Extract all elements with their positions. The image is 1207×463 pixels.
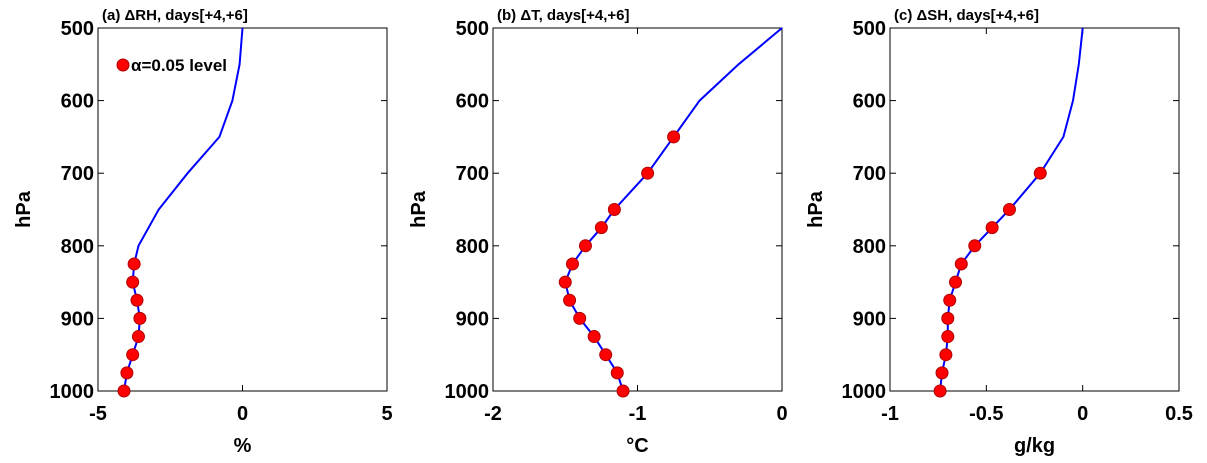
panel-title: (a) ΔRH, days[+4,+6] — [102, 7, 248, 24]
y-tick-label: 600 — [456, 91, 489, 113]
panel-title: (c) ΔSH, days[+4,+6] — [894, 7, 1039, 24]
y-tick-label: 600 — [853, 91, 886, 113]
significance-marker — [933, 384, 947, 398]
significance-marker — [954, 257, 968, 271]
significance-marker — [985, 221, 999, 235]
x-tick-label: -1 — [881, 403, 899, 425]
significance-marker — [127, 257, 141, 271]
y-tick-label: 1000 — [50, 381, 95, 403]
x-axis-label: °C — [626, 435, 648, 457]
y-tick-label: 500 — [61, 18, 94, 40]
x-axis-label: g/kg — [1014, 435, 1055, 457]
x-tick-label: -0.5 — [969, 403, 1003, 425]
y-axis-label: hPa — [408, 190, 430, 228]
y-tick-label: 1000 — [445, 381, 490, 403]
y-tick-label: 900 — [61, 308, 94, 330]
significance-marker — [943, 293, 957, 307]
significance-marker — [578, 239, 592, 253]
y-tick-label: 800 — [61, 236, 94, 258]
significance-marker — [641, 166, 655, 180]
significance-marker — [939, 348, 953, 362]
y-axis-label: hPa — [805, 190, 827, 228]
series-line — [564, 27, 783, 392]
significance-marker — [587, 330, 601, 344]
y-tick-label: 600 — [61, 91, 94, 113]
significance-marker — [941, 330, 955, 344]
significance-marker — [126, 275, 140, 289]
series-line — [939, 27, 1084, 392]
significance-marker — [599, 348, 613, 362]
legend-label: α=0.05 level — [131, 56, 227, 75]
y-tick-label: 800 — [456, 236, 489, 258]
significance-marker — [594, 221, 608, 235]
significance-marker — [117, 384, 131, 398]
significance-marker — [968, 239, 982, 253]
x-tick-label: 0 — [237, 403, 248, 425]
x-tick-label: -5 — [89, 403, 107, 425]
panel-title: (b) ΔT, days[+4,+6] — [497, 7, 630, 24]
plot-frame — [889, 27, 1180, 392]
significance-marker — [558, 275, 572, 289]
legend-marker — [116, 58, 130, 72]
x-tick-label: 0.5 — [1165, 403, 1193, 425]
significance-marker — [616, 384, 630, 398]
significance-marker — [607, 203, 621, 216]
significance-marker — [565, 257, 579, 271]
x-tick-label: -1 — [629, 403, 647, 425]
significance-marker — [941, 311, 955, 325]
y-tick-label: 700 — [853, 163, 886, 185]
significance-marker — [133, 311, 147, 325]
x-tick-label: 0 — [776, 403, 787, 425]
x-tick-label: 0 — [1077, 403, 1088, 425]
x-axis-label: % — [234, 435, 252, 457]
y-tick-label: 800 — [853, 236, 886, 258]
significance-marker — [1033, 166, 1047, 180]
y-tick-label: 700 — [61, 163, 94, 185]
significance-marker — [126, 348, 140, 362]
y-tick-label: 900 — [853, 308, 886, 330]
significance-marker — [563, 293, 577, 307]
y-tick-label: 700 — [456, 163, 489, 185]
significance-marker — [130, 293, 144, 307]
y-tick-label: 1000 — [842, 381, 887, 403]
x-tick-label: 5 — [381, 403, 392, 425]
significance-marker — [667, 130, 681, 144]
significance-marker — [120, 366, 134, 380]
y-tick-label: 900 — [456, 308, 489, 330]
significance-marker — [1002, 203, 1016, 216]
significance-marker — [949, 275, 963, 289]
y-tick-label: 500 — [456, 18, 489, 40]
significance-marker — [610, 366, 624, 380]
y-tick-label: 500 — [853, 18, 886, 40]
plot-frame — [492, 27, 783, 392]
significance-marker — [935, 366, 949, 380]
significance-marker — [573, 311, 587, 325]
y-axis-label: hPa — [13, 190, 35, 228]
x-tick-label: -2 — [484, 403, 502, 425]
significance-marker — [131, 330, 145, 344]
